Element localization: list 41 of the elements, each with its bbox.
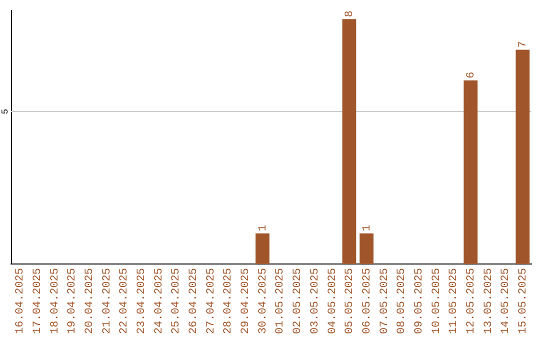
x-tick-label: 13.05.2025 [482,268,495,334]
x-tick-label: 11.05.2025 [448,268,460,334]
x-tick-label: 08.05.2025 [396,268,408,334]
x-tick-label: 05.05.2025 [344,268,356,334]
x-tick-label: 03.05.2025 [309,268,322,334]
x-tick-label: 15.05.2025 [518,268,530,334]
x-tick-label: 19.04.2025 [66,268,79,334]
x-tick-label: 12.05.2025 [466,268,478,334]
x-tick-label: 28.04.2025 [222,268,235,334]
x-tick-label: 26.04.2025 [188,268,200,334]
x-tick-label: 22.04.2025 [118,268,131,334]
x-tick-label: 14.05.2025 [500,268,512,334]
x-tick-label: 27.04.2025 [205,268,218,334]
data-label: 6 [466,72,478,78]
x-tick-label: 20.04.2025 [84,268,96,334]
x-tick-label: 23.04.2025 [136,268,148,334]
x-tick-label: 10.05.2025 [430,268,443,334]
x-tick-label: 06.05.2025 [361,268,374,334]
ref-line-label: 5 [0,108,10,114]
x-tick-label: 16.04.2025 [14,268,27,334]
x-tick-label: 30.04.2025 [257,268,270,334]
bar [360,233,374,264]
bar [464,80,478,264]
data-label: 7 [518,41,530,48]
x-tick-label: 29.04.2025 [240,268,252,334]
x-tick-label: 01.05.2025 [274,268,287,334]
bar [342,19,356,264]
x-tick-label: 17.04.2025 [32,268,44,334]
x-tick-label: 07.05.2025 [378,268,391,334]
x-tick-label: 02.05.2025 [292,268,304,334]
data-label: 1 [361,224,374,232]
x-tick-label: 09.05.2025 [414,268,426,334]
x-tick-label: 24.04.2025 [153,268,166,334]
data-label: 8 [344,10,356,18]
bar [516,50,530,264]
x-tick-label: 25.04.2025 [170,268,183,334]
x-tick-label: 18.04.2025 [49,268,62,334]
x-tick-label: 21.04.2025 [101,268,114,334]
x-tick-label: 04.05.2025 [326,268,339,334]
bar [256,233,270,264]
data-label: 1 [257,224,270,232]
